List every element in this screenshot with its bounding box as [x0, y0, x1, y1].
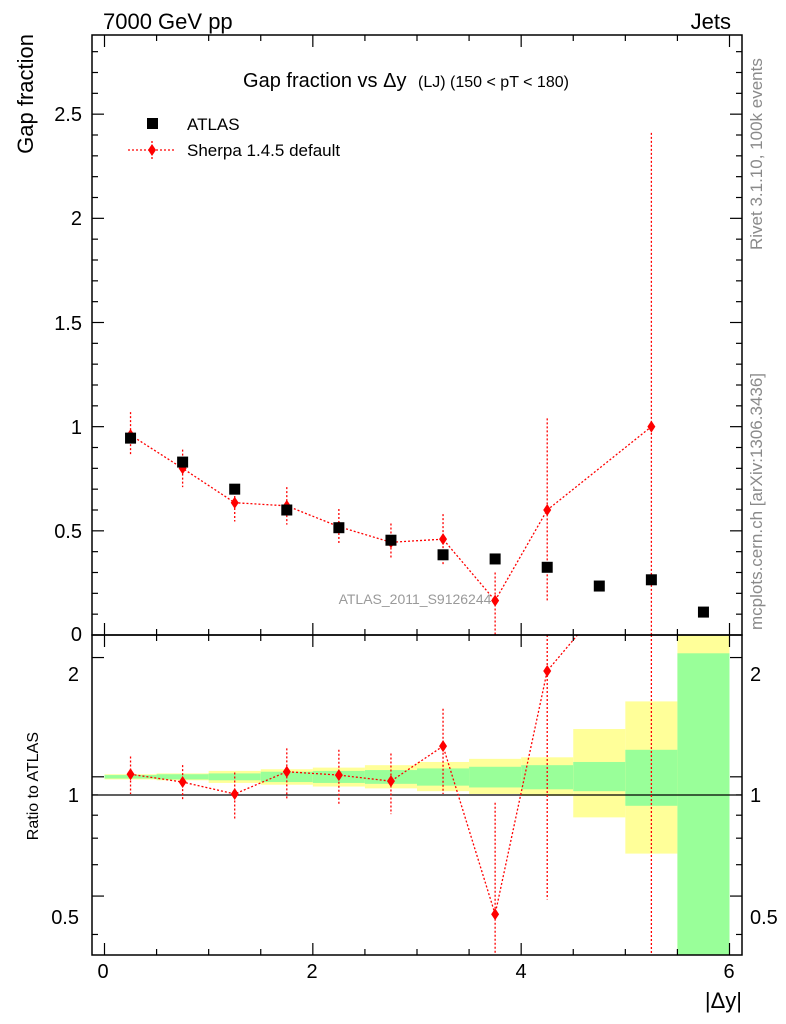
- main-title: Gap fraction vs Δy (LJ) (150 < pT < 180): [243, 70, 569, 92]
- xtick-label-6: 6: [723, 961, 734, 983]
- ratio-sherpa-point-7: [491, 908, 500, 921]
- ratio-sherpa-point-2: [230, 787, 239, 800]
- axis-ticks: [92, 35, 742, 955]
- xtick-label-0: 0: [97, 961, 108, 983]
- ratio-ytick-right-label-1: 1: [750, 785, 761, 807]
- main-atlas-point-1: [177, 456, 189, 468]
- analysis-watermark: ATLAS_2011_S9126244: [339, 591, 492, 607]
- legend-atlas-label: ATLAS: [187, 115, 240, 134]
- main-atlas-point-8: [541, 561, 553, 573]
- main-sherpa-point-9: [647, 420, 656, 433]
- main-atlas-point-0: [125, 432, 137, 444]
- ratio-band-inner-7: [469, 766, 522, 788]
- ratio-sherpa-point-8: [543, 664, 552, 677]
- main-ytick-label-1: 1: [71, 417, 82, 439]
- ratio-ytick-label-1: 1: [68, 785, 79, 807]
- main-ytick-label-0.5: 0.5: [54, 521, 82, 543]
- ratio-sherpa-point-4: [334, 769, 343, 782]
- beam-label: 7000 GeV pp: [103, 9, 233, 34]
- main-atlas-point-10: [645, 574, 657, 586]
- ratio-sherpa-point-6: [439, 740, 448, 753]
- legend-sherpa-label: Sherpa 1.4.5 default: [187, 141, 340, 160]
- ratio-ytick-label-0.5: 0.5: [51, 907, 79, 929]
- mcplots-reference-text: mcplots.cern.ch [arXiv:1306.3436]: [747, 373, 766, 630]
- ratio-band-inner-9: [573, 761, 626, 792]
- main-atlas-point-7: [489, 553, 501, 565]
- main-ytick-label-2: 2: [71, 208, 82, 230]
- ratio-sherpa-line: [130, 635, 579, 917]
- main-atlas-point-6: [437, 549, 449, 561]
- main-sherpa-series: [126, 132, 656, 635]
- ratio-sherpa-point-1: [178, 776, 187, 789]
- main-sherpa-point-6: [439, 533, 448, 546]
- title-suffix: (LJ) (150 < pT < 180): [418, 74, 569, 91]
- main-atlas-point-2: [229, 483, 241, 495]
- main-ytick-label-1.5: 1.5: [54, 313, 82, 335]
- ratio-ytick-right-label-0.5: 0.5: [750, 907, 778, 929]
- ratio-sherpa-clipped: [126, 635, 653, 955]
- main-sherpa-point-7: [491, 594, 500, 607]
- ratio-band-inner-11: [677, 653, 730, 955]
- main-atlas-point-9: [593, 580, 605, 592]
- main-atlas-point-3: [281, 504, 293, 516]
- ratio-sherpa-point-3: [282, 765, 291, 778]
- main-atlas-point-11: [697, 606, 709, 618]
- legend: ATLAS Sherpa 1.4.5 default: [128, 115, 340, 160]
- main-atlas-point-5: [385, 534, 397, 546]
- ratio-ytick-right-label-2: 2: [750, 664, 761, 686]
- ratio-sherpa-point-5: [386, 775, 395, 788]
- main-atlas-series: [125, 432, 709, 618]
- ratio-band-inner-10: [625, 749, 678, 806]
- x-axis-label: |Δy|: [705, 988, 742, 1013]
- main-sherpa-point-2: [230, 496, 239, 509]
- ratio-ytick-label-2: 2: [68, 664, 79, 686]
- ratio-sherpa-series: [126, 635, 653, 955]
- ratio-sherpa-point-0: [126, 768, 135, 781]
- main-atlas-point-4: [333, 522, 345, 534]
- title-prefix: Gap fraction vs: [243, 70, 378, 92]
- main-ytick-label-2.5: 2.5: [54, 104, 82, 126]
- ratio-band-inner-8: [521, 765, 574, 790]
- ratio-ylabel: Ratio to ATLAS: [25, 732, 42, 840]
- xtick-label-2: 2: [306, 961, 317, 983]
- main-ytick-label-0: 0: [71, 624, 82, 646]
- title-variable: Δy: [383, 70, 406, 92]
- legend-sherpa-marker: [148, 144, 156, 156]
- main-sherpa-line: [130, 426, 652, 602]
- rivet-version-text: Rivet 3.1.10, 100k events: [747, 58, 766, 250]
- process-label: Jets: [691, 9, 731, 34]
- main-ylabel: Gap fraction: [13, 34, 38, 154]
- legend-atlas-marker: [147, 118, 158, 129]
- xtick-label-4: 4: [515, 961, 526, 983]
- main-sherpa-point-8: [543, 504, 552, 516]
